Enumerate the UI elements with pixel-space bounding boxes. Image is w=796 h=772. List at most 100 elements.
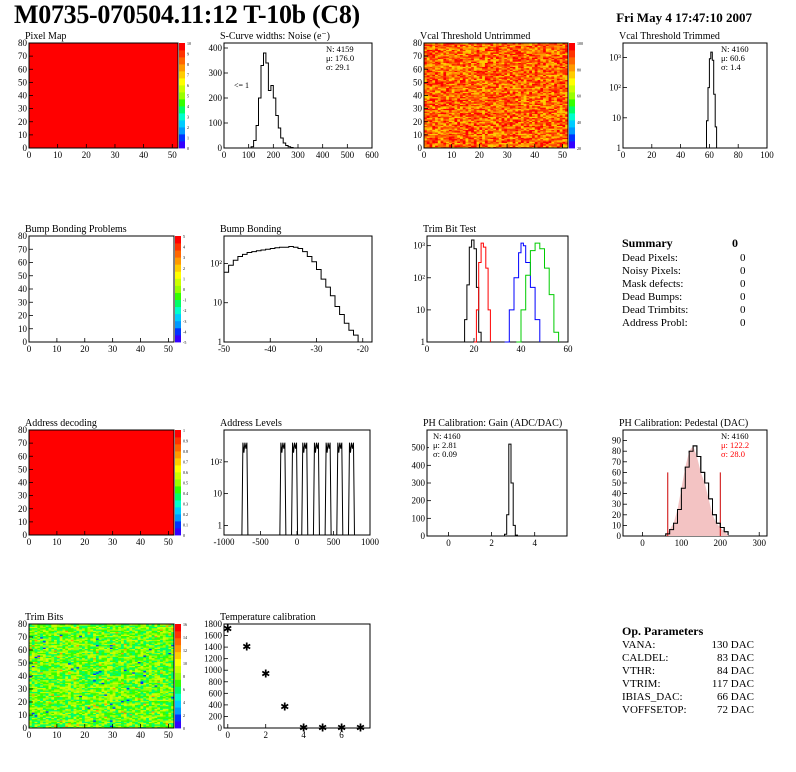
heatmap-cell [29, 707, 33, 709]
heatmap-cell [424, 91, 428, 94]
heatmap-cell [554, 123, 558, 125]
heatmap-cell [454, 54, 458, 57]
heatmap-cell [523, 88, 527, 91]
heatmap-cell [490, 91, 494, 94]
heatmap-cell [476, 62, 480, 65]
heatmap-cell [476, 77, 480, 79]
heatmap-cell [509, 128, 513, 130]
heatmap-cell [493, 127, 497, 129]
heatmap-cell [490, 69, 494, 71]
heatmap-cell [476, 125, 480, 128]
heatmap-cell [471, 112, 475, 115]
color-scale-tick-label: 1 [183, 428, 185, 433]
heatmap-cell [432, 142, 436, 145]
heatmap-cell [562, 106, 566, 108]
chart-title: Trim Bits [25, 612, 63, 623]
heatmap-cell [504, 45, 508, 48]
heatmap-cell [446, 81, 450, 83]
heatmap-cell [551, 124, 555, 126]
heatmap-cell [512, 70, 516, 73]
heatmap-cell [37, 696, 41, 699]
heatmap-cell [40, 674, 44, 677]
heatmap-cell [440, 112, 444, 115]
heatmap-cell [556, 78, 560, 81]
heatmap-cell [540, 92, 544, 95]
x-tick-label: 30 [110, 150, 120, 160]
heatmap-cell [31, 660, 35, 662]
heatmap-cell [31, 704, 35, 707]
heatmap-cell [487, 120, 491, 123]
heatmap-cell [457, 141, 461, 144]
heatmap-cell [565, 129, 569, 132]
heatmap-cell [529, 56, 533, 58]
heatmap-cell [446, 71, 450, 74]
heatmap-cell [468, 53, 472, 56]
heatmap-cell [534, 133, 538, 136]
heatmap-cell [559, 125, 563, 128]
heatmap-cell [424, 86, 428, 88]
heatmap-cell [426, 90, 430, 92]
heatmap-cell [473, 98, 477, 100]
heatmap-cell [31, 633, 35, 635]
heatmap-cell [515, 57, 519, 60]
heatmap-cell [496, 141, 500, 144]
heatmap-cell [31, 637, 35, 639]
heatmap-cell [529, 43, 533, 45]
heatmap-cell [501, 120, 505, 123]
color-scale-segment [175, 528, 181, 536]
heatmap-cell [446, 88, 450, 91]
heatmap-cell [496, 48, 500, 50]
heatmap-cell [468, 58, 472, 61]
heatmap-cell [29, 633, 33, 635]
heatmap-cell [565, 98, 569, 100]
heatmap-cell [446, 66, 450, 69]
heatmap-cell [424, 121, 428, 124]
heatmap-cell [457, 103, 461, 105]
heatmap-cell [540, 117, 544, 120]
heatmap-cell [29, 711, 33, 713]
heatmap-cell [465, 133, 469, 136]
heatmap-cell [465, 83, 469, 86]
heatmap-cell [473, 109, 477, 112]
heatmap-cell [473, 103, 477, 105]
heatmap-cell [454, 83, 458, 86]
heatmap-cell [493, 54, 497, 57]
heatmap-cell [493, 144, 497, 146]
heatmap-cell [429, 138, 433, 141]
heatmap-cell [424, 65, 428, 67]
heatmap-cell [554, 146, 558, 149]
heatmap-cell [526, 107, 530, 109]
heatmap-cell [523, 100, 527, 103]
heatmap-cell [532, 117, 536, 120]
heatmap-cell [487, 58, 491, 61]
heatmap-cell [429, 115, 433, 117]
heatmap-cell [484, 137, 488, 140]
heatmap-cell [465, 108, 469, 111]
heatmap-cell [554, 49, 558, 52]
heatmap-cell [473, 70, 477, 73]
heatmap-cell [451, 43, 455, 45]
heatmap-cell [471, 141, 475, 144]
heatmap-cell [520, 90, 524, 92]
heatmap-cell [559, 146, 563, 149]
heatmap-cell [545, 45, 549, 48]
heatmap-cell [543, 107, 547, 109]
heatmap-cell [435, 100, 439, 103]
heatmap-cell [529, 119, 533, 121]
heatmap-cell [526, 116, 530, 119]
heatmap-cell [473, 125, 477, 128]
heatmap-cell [565, 109, 569, 112]
heatmap-cell [471, 116, 475, 119]
heatmap-cell [484, 115, 488, 117]
heatmap-cell [440, 125, 444, 128]
heatmap-cell [429, 130, 433, 133]
heatmap-cell [529, 99, 533, 102]
heatmap-cell [465, 52, 469, 54]
heatmap-cell [440, 86, 444, 88]
heatmap-cell [457, 66, 461, 69]
heatmap-cell [504, 91, 508, 94]
heatmap-cell [493, 60, 497, 62]
heatmap-cell [448, 57, 452, 60]
heatmap-cell [457, 128, 461, 130]
heatmap-cell [435, 53, 439, 56]
